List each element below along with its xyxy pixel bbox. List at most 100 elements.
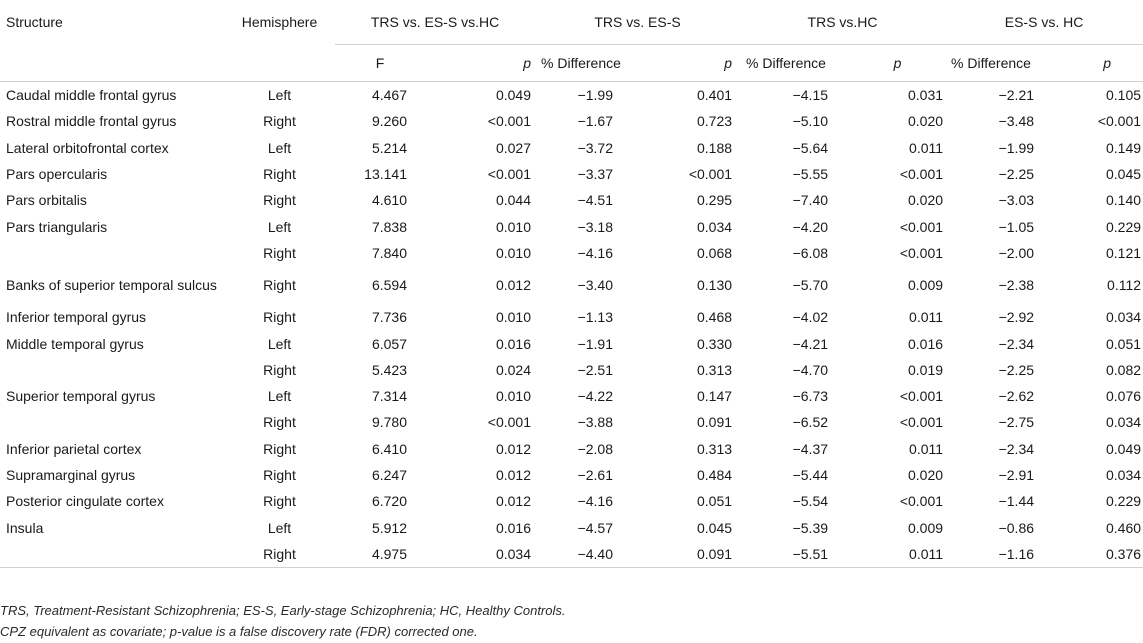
cell-f: 5.214	[371, 139, 407, 156]
cell-hemisphere: Right	[263, 309, 296, 326]
cell-hemisphere: Right	[263, 192, 296, 209]
header-group-trs-ess: TRS vs. ES-S	[535, 0, 741, 45]
table-row: Superior temporal gyrus Left 7.314 0.010 −4.…	[0, 383, 1143, 409]
cell-f: 13.141	[364, 166, 407, 183]
cell-hemisphere: Right	[263, 467, 296, 483]
header-group-trs-hc: TRS vs.HC	[740, 0, 946, 45]
cell-p: 0.112	[1107, 277, 1142, 294]
cell-p: 0.229	[1106, 493, 1142, 510]
cell-pct-diff: −5.39	[792, 519, 829, 536]
cell-p: 0.051	[696, 493, 733, 510]
cell-p: <0.001	[899, 388, 944, 405]
table-row: Pars orbitalis Right 4.610 0.044 −4.51 0.295 −…	[0, 187, 1143, 213]
cell-pct-diff: −4.22	[577, 388, 614, 405]
cell-pct-diff: −3.88	[577, 414, 614, 431]
cell-hemisphere: Left	[267, 87, 292, 104]
cell-pct-diff: −4.02	[792, 309, 829, 326]
footnote-abbreviations: TRS, Treatment-Resistant Schizophrenia; …	[0, 603, 566, 618]
cell-p: 0.011	[850, 540, 946, 569]
cell-p: 0.149	[1106, 139, 1142, 156]
cell-f: 4.467	[371, 87, 407, 104]
cell-pct-diff: −2.51	[577, 361, 614, 378]
results-table: Structure Hemisphere TRS vs. ES-S vs.HC …	[0, 0, 1143, 569]
cell-structure: Inferior parietal cortex	[6, 440, 142, 457]
table-row: Insula Left 5.912 0.016 −4.57 0.045 −5.39 0.009…	[0, 514, 1143, 540]
table-row: Right 7.840 0.010 −4.16 0.068 −6.08 <0.001 −2.0…	[0, 240, 1143, 266]
cell-f: 6.247	[371, 467, 407, 483]
cell-structure: Pars orbitalis	[6, 192, 87, 209]
header-pct-diff: % Difference	[535, 44, 636, 82]
cell-p: 0.012	[495, 493, 532, 510]
cell-f: 6.410	[371, 440, 407, 457]
header-p: p	[850, 44, 946, 82]
cell-p: 0.016	[495, 519, 532, 536]
table-row: Supramarginal gyrus Right 6.247 0.012 −2.61 0…	[0, 462, 1143, 488]
table-row: Rostral middle frontal gyrus Right 9.260 <0…	[0, 108, 1143, 134]
cell-p: 0.068	[696, 244, 733, 261]
cell-structure: Pars triangularis	[6, 218, 108, 235]
cell-p: 0.045	[1106, 166, 1142, 183]
cell-p: 0.045	[696, 519, 733, 536]
cell-structure: Lateral orbitofrontal cortex	[6, 139, 169, 156]
cell-pct-diff: −6.73	[792, 388, 829, 405]
cell-hemisphere: Left	[267, 388, 292, 405]
cell-structure	[0, 240, 224, 266]
cell-p: 0.460	[1106, 519, 1142, 536]
cell-p: 0.016	[495, 335, 532, 352]
cell-p: 0.376	[1056, 540, 1143, 569]
cell-p: 0.091	[635, 540, 741, 569]
cell-pct-diff: −1.99	[998, 139, 1035, 156]
cell-pct-diff: −2.61	[577, 467, 614, 483]
cell-f: 5.423	[371, 361, 407, 378]
cell-hemisphere: Right	[263, 361, 296, 378]
cell-p: <0.001	[688, 166, 733, 183]
cell-p: 0.016	[907, 335, 944, 352]
cell-p: 0.313	[696, 361, 733, 378]
cell-p: 0.034	[1106, 467, 1142, 483]
cell-structure: Banks of superior temporal sulcus	[6, 276, 217, 293]
header-p: p	[1056, 44, 1143, 82]
cell-pct-diff: −4.40	[535, 540, 636, 569]
cell-f: 7.314	[371, 388, 407, 405]
cell-pct-diff: −1.67	[577, 113, 614, 130]
cell-f: 9.260	[371, 113, 407, 130]
cell-pct-diff: −3.37	[577, 166, 614, 183]
cell-pct-diff: −0.86	[998, 519, 1035, 536]
cell-pct-diff: −5.54	[792, 493, 829, 510]
header-structure: Structure	[6, 14, 63, 31]
cell-structure: Insula	[6, 519, 44, 536]
cell-p: 0.009	[907, 519, 944, 536]
cell-p: 0.020	[907, 467, 944, 483]
cell-p: <0.001	[899, 218, 944, 235]
cell-hemisphere: Left	[267, 519, 292, 536]
cell-pct-diff: −4.57	[577, 519, 614, 536]
cell-p: 0.034	[1106, 309, 1142, 326]
cell-pct-diff: −4.20	[792, 218, 829, 235]
cell-hemisphere: Left	[267, 218, 292, 235]
table-row: Inferior temporal gyrus Right 7.736 0.010 −1…	[0, 304, 1143, 330]
cell-pct-diff: −5.64	[792, 139, 829, 156]
cell-pct-diff: −4.15	[792, 87, 829, 104]
cell-p: 0.076	[1106, 388, 1142, 405]
cell-p: <0.001	[899, 414, 944, 431]
cell-p: 0.020	[907, 113, 944, 130]
table-row: Middle temporal gyrus Left 6.057 0.016 −1.91…	[0, 330, 1143, 356]
table-header: Structure Hemisphere TRS vs. ES-S vs.HC …	[0, 0, 1143, 82]
cell-pct-diff: −4.16	[577, 493, 614, 510]
cell-p: 0.010	[495, 388, 532, 405]
cell-p: 0.011	[909, 440, 944, 457]
cell-pct-diff: −6.52	[792, 414, 829, 431]
cell-structure: Inferior temporal gyrus	[6, 309, 147, 326]
table-row: Inferior parietal cortex Right 6.410 0.012 −…	[0, 436, 1143, 462]
header-pct-diff: % Difference	[945, 44, 1057, 82]
table-row: Pars opercularis Right 13.141 <0.001 −3.37 <0…	[0, 161, 1143, 187]
cell-p: 0.012	[495, 277, 532, 294]
cell-structure	[0, 540, 224, 569]
cell-hemisphere: Right	[263, 113, 296, 130]
table-row: Lateral orbitofrontal cortex Left 5.214 0.0…	[0, 135, 1143, 161]
cell-pct-diff: −1.13	[577, 309, 614, 326]
cell-p: 0.723	[696, 113, 733, 130]
cell-hemisphere: Left	[267, 139, 292, 156]
cell-p: 0.027	[495, 139, 532, 156]
